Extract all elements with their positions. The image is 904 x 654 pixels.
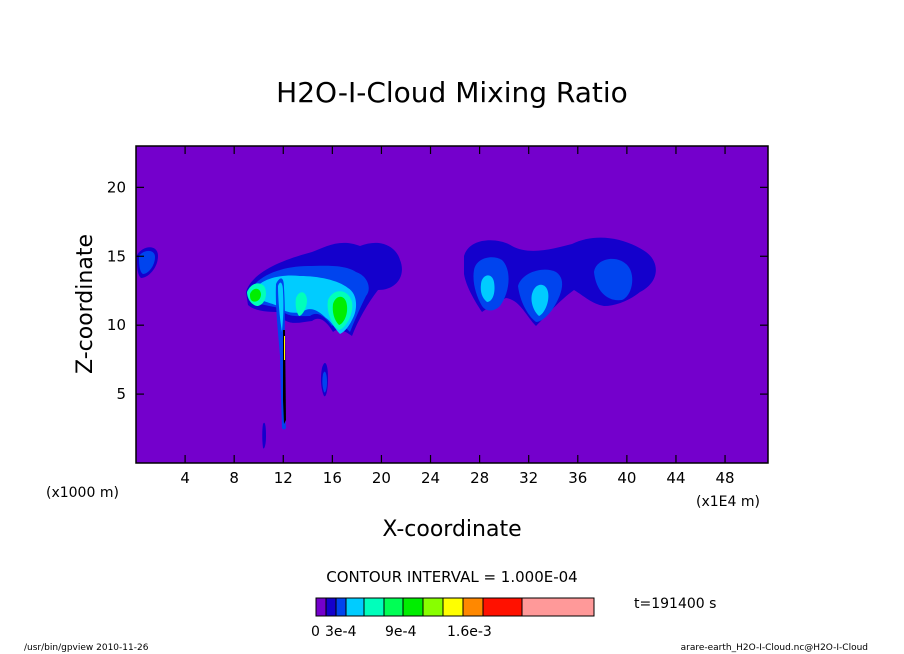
colorbar-swatch	[335, 597, 347, 617]
right-anvil-level-3-left	[480, 275, 495, 302]
x-tick-label: 28	[470, 469, 489, 487]
updraft-column-inner	[278, 282, 284, 332]
time-label: t=191400 s	[634, 596, 716, 612]
colorbar-swatch	[383, 597, 404, 617]
main-anvil-cell-mid	[295, 292, 307, 316]
x-tick-label: 24	[421, 469, 440, 487]
x-tick-label: 48	[716, 469, 735, 487]
plot-background	[136, 146, 768, 463]
x-tick-label: 36	[568, 469, 587, 487]
colorbar-label-1: 3e-4	[325, 624, 357, 640]
updraft-column-highlight	[284, 336, 285, 360]
footer-left: /usr/bin/gpview 2010-11-26	[24, 643, 149, 653]
colorbar-swatch	[442, 597, 464, 617]
colorbar-swatch	[345, 597, 365, 617]
x-unit-left: (x1000 m)	[46, 485, 119, 501]
x-axis-label: X-coordinate	[382, 517, 521, 542]
colorbar-swatch	[363, 597, 385, 617]
colorbar-swatch	[521, 597, 595, 617]
x-tick-label: 20	[372, 469, 391, 487]
y-axis-label: Z-coordinate	[73, 234, 98, 374]
x-tick-label: 4	[180, 469, 190, 487]
small-cell-inner	[322, 371, 327, 393]
x-tick-label: 12	[274, 469, 293, 487]
plot-frame	[135, 145, 769, 464]
x-unit-right: (x1E4 m)	[696, 494, 760, 510]
small-streak-left	[262, 422, 266, 449]
colorbar-swatch	[482, 597, 523, 617]
contour-interval-label: CONTOUR INTERVAL = 1.000E-04	[326, 568, 577, 586]
colorbar-label-3: 1.6e-3	[447, 624, 492, 640]
chart-title: H2O-I-Cloud Mixing Ratio	[276, 76, 628, 109]
x-tick-label: 16	[323, 469, 342, 487]
colorbar-swatch	[462, 597, 484, 617]
x-tick-label: 40	[617, 469, 636, 487]
y-tick-label: 20	[107, 178, 126, 196]
y-tick-label: 15	[107, 247, 126, 265]
colorbar-label-2: 9e-4	[385, 624, 417, 640]
updraft-column-core	[283, 330, 286, 424]
colorbar	[315, 597, 595, 617]
right-anvil-level-2-right	[594, 258, 633, 301]
colorbar-swatch	[422, 597, 444, 617]
x-tick-label: 32	[519, 469, 538, 487]
main-anvil-core-left	[250, 288, 261, 302]
y-tick-label: 5	[116, 385, 126, 403]
colorbar-label-0: 0	[311, 624, 320, 640]
colorbar-swatch	[315, 597, 327, 617]
colorbar-swatch	[402, 597, 424, 617]
right-anvil-level-3-mid	[531, 284, 549, 316]
footer-right: arare-earth_H2O-I-Cloud.nc@H2O-I-Cloud	[681, 643, 868, 653]
y-tick-label: 10	[107, 316, 126, 334]
x-tick-label: 44	[666, 469, 685, 487]
colorbar-swatch	[325, 597, 337, 617]
plot-area	[135, 145, 769, 464]
x-tick-label: 8	[229, 469, 239, 487]
main-anvil-cell-right-core	[332, 296, 348, 325]
